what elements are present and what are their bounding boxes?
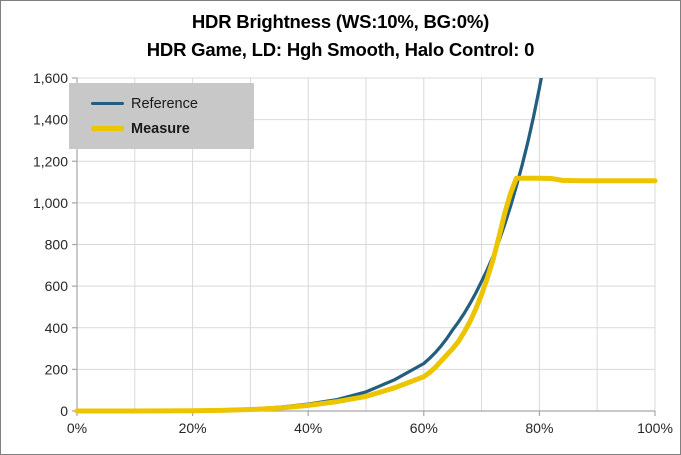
legend-item-measure: Measure [69, 121, 254, 137]
x-tick-label: 60% [410, 420, 438, 436]
measure-line-swatch [91, 126, 124, 131]
y-tick-label: 1,200 [33, 153, 68, 169]
reference-line-swatch [91, 101, 124, 106]
legend-label-measure: Measure [131, 120, 190, 137]
y-tick-label: 600 [45, 278, 69, 294]
x-tick-label: 80% [525, 420, 553, 436]
x-tick-label: 0% [67, 420, 87, 436]
chart-title-line1: HDR Brightness (WS:10%, BG:0%) [191, 11, 490, 32]
y-tick-label: 1,400 [33, 112, 68, 128]
x-tick-label: 100% [637, 420, 673, 436]
x-tick-label: 40% [294, 420, 322, 436]
y-tick-label: 800 [45, 237, 69, 253]
y-tick-label: 200 [45, 361, 69, 377]
y-tick-label: 400 [45, 320, 69, 336]
chart-title: HDR Brightness (WS:10%, BG:0%) HDR Game,… [1, 8, 680, 64]
y-tick-label: 1,600 [33, 70, 68, 86]
legend: Reference Measure [69, 83, 254, 149]
y-tick-label: 1,000 [33, 195, 68, 211]
x-tick-label: 20% [179, 420, 207, 436]
legend-label-reference: Reference [131, 95, 198, 112]
chart-title-line2: HDR Game, LD: Hgh Smooth, Halo Control: … [146, 39, 535, 60]
series-line-measure [74, 175, 658, 414]
legend-item-reference: Reference [69, 96, 254, 112]
y-tick-label: 0 [60, 403, 68, 419]
